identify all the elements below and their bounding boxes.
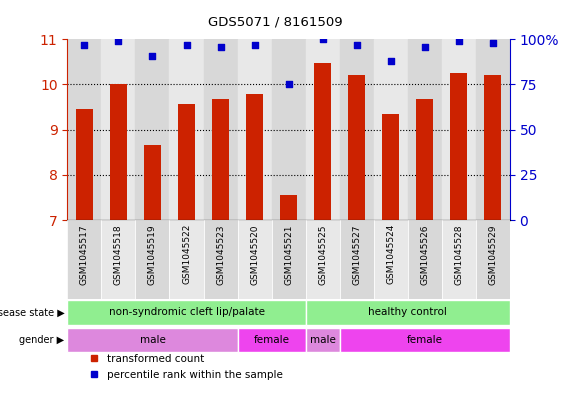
Point xyxy=(80,42,89,48)
Bar xyxy=(382,114,399,220)
Text: GSM1045527: GSM1045527 xyxy=(352,224,361,285)
Bar xyxy=(408,220,442,299)
Bar xyxy=(442,39,476,220)
Text: non-syndromic cleft lip/palate: non-syndromic cleft lip/palate xyxy=(108,307,264,318)
Bar xyxy=(169,220,203,299)
Bar xyxy=(203,39,237,220)
Text: GSM1045528: GSM1045528 xyxy=(454,224,464,285)
Bar xyxy=(416,99,433,220)
Text: healthy control: healthy control xyxy=(368,307,447,318)
Text: GSM1045521: GSM1045521 xyxy=(284,224,293,285)
Bar xyxy=(67,327,237,352)
Bar xyxy=(212,99,229,220)
Bar xyxy=(271,39,306,220)
Bar xyxy=(314,63,331,220)
Legend: transformed count, percentile rank within the sample: transformed count, percentile rank withi… xyxy=(84,350,287,384)
Bar xyxy=(237,39,271,220)
Point xyxy=(352,42,362,48)
Bar xyxy=(237,327,306,352)
Bar xyxy=(169,39,203,220)
Text: female: female xyxy=(407,335,443,345)
Text: GSM1045522: GSM1045522 xyxy=(182,224,191,285)
Bar xyxy=(76,109,93,220)
Bar xyxy=(348,75,365,220)
Text: GSM1045523: GSM1045523 xyxy=(216,224,225,285)
Point xyxy=(114,38,123,44)
Bar xyxy=(374,220,408,299)
Text: GSM1045525: GSM1045525 xyxy=(318,224,327,285)
Bar xyxy=(408,39,442,220)
Bar xyxy=(203,220,237,299)
Bar xyxy=(306,220,340,299)
Bar xyxy=(271,220,306,299)
Text: gender ▶: gender ▶ xyxy=(19,335,64,345)
Text: GSM1045518: GSM1045518 xyxy=(114,224,123,285)
Point xyxy=(148,52,157,59)
Point xyxy=(386,58,396,64)
Point xyxy=(454,38,464,44)
Text: male: male xyxy=(309,335,336,345)
Bar xyxy=(340,220,374,299)
Text: GSM1045526: GSM1045526 xyxy=(420,224,429,285)
Text: disease state ▶: disease state ▶ xyxy=(0,307,64,318)
Bar xyxy=(67,220,101,299)
Text: GSM1045517: GSM1045517 xyxy=(80,224,89,285)
Point xyxy=(284,81,294,88)
Text: GSM1045520: GSM1045520 xyxy=(250,224,259,285)
Point xyxy=(250,42,259,48)
Bar xyxy=(442,220,476,299)
Bar xyxy=(476,220,510,299)
Bar xyxy=(144,145,161,220)
Text: GSM1045529: GSM1045529 xyxy=(488,224,498,285)
Bar xyxy=(135,220,169,299)
Bar xyxy=(306,300,510,325)
Bar xyxy=(306,327,340,352)
Text: GDS5071 / 8161509: GDS5071 / 8161509 xyxy=(208,16,343,29)
Point xyxy=(216,43,225,50)
Bar xyxy=(246,94,263,220)
Text: female: female xyxy=(254,335,289,345)
Point xyxy=(182,42,191,48)
Bar xyxy=(280,195,297,220)
Bar xyxy=(101,39,135,220)
Point xyxy=(318,36,328,42)
Text: GSM1045524: GSM1045524 xyxy=(386,224,395,285)
Bar xyxy=(340,39,374,220)
Bar xyxy=(110,84,127,220)
Bar xyxy=(306,39,340,220)
Bar xyxy=(67,39,101,220)
Bar xyxy=(135,39,169,220)
Bar xyxy=(67,300,306,325)
Bar xyxy=(237,220,271,299)
Point xyxy=(420,43,430,50)
Point xyxy=(488,40,498,46)
Text: GSM1045519: GSM1045519 xyxy=(148,224,157,285)
Bar xyxy=(450,73,467,220)
Text: male: male xyxy=(139,335,165,345)
Bar xyxy=(101,220,135,299)
Bar xyxy=(476,39,510,220)
Bar xyxy=(340,327,510,352)
Bar xyxy=(374,39,408,220)
Bar xyxy=(178,105,195,220)
Bar xyxy=(484,75,501,220)
